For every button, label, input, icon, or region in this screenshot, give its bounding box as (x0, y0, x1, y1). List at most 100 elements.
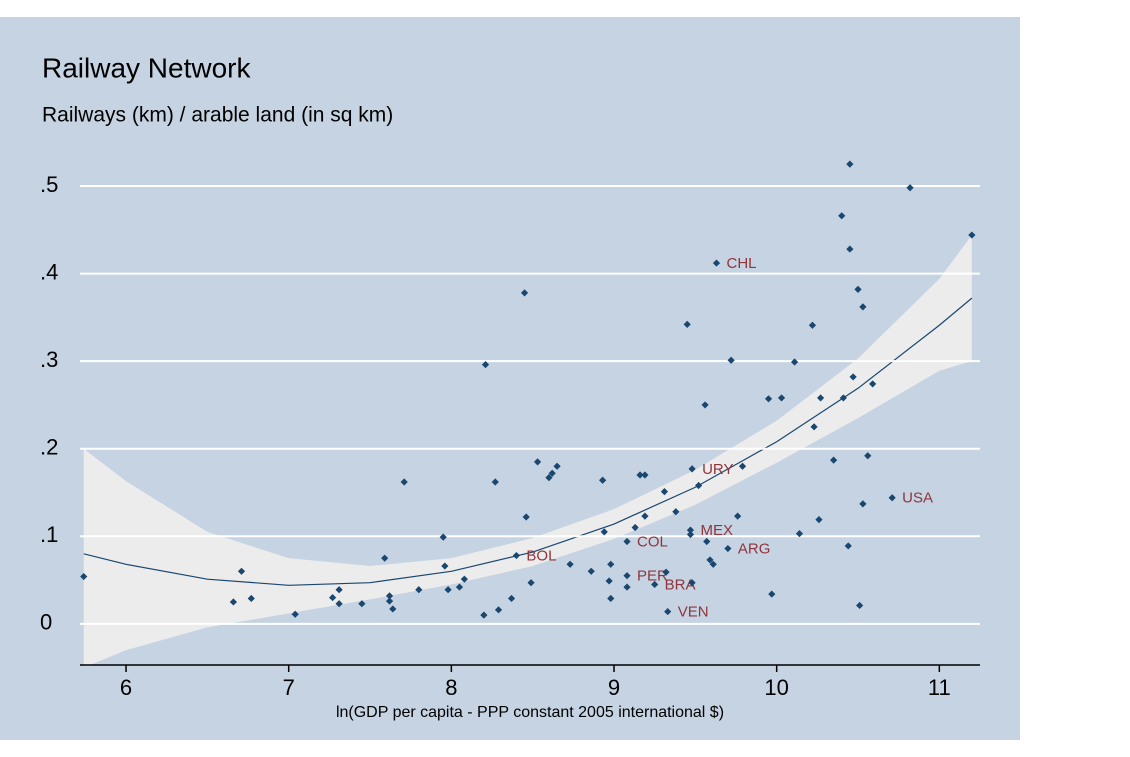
data-point (480, 611, 488, 619)
data-point (522, 513, 530, 521)
point-label: USA (902, 490, 933, 507)
point-label: CHL (726, 255, 756, 272)
data-point (662, 568, 670, 576)
data-point (808, 321, 817, 329)
data-point (623, 537, 631, 546)
data-point (545, 474, 553, 482)
point-label: BOL (526, 548, 556, 565)
data-point (712, 259, 721, 267)
point-label: COL (637, 534, 668, 551)
confidence-band (83, 235, 972, 665)
data-point (859, 500, 867, 508)
data-point (830, 456, 838, 464)
data-point (631, 523, 639, 532)
data-point (738, 462, 747, 470)
data-point (660, 488, 669, 496)
data-point (859, 303, 867, 311)
data-point (968, 231, 976, 239)
data-point (764, 395, 773, 403)
data-point (839, 394, 847, 402)
data-point (607, 594, 615, 603)
x-tick-label: 6 (120, 675, 132, 700)
x-tick-label: 7 (283, 675, 295, 700)
data-point (795, 530, 804, 538)
data-point (734, 512, 742, 520)
data-point (80, 572, 88, 581)
data-point (439, 533, 447, 541)
x-tick-label: 8 (445, 675, 457, 700)
data-point (709, 560, 717, 568)
data-point (623, 583, 631, 591)
data-point (810, 423, 818, 431)
data-point (694, 481, 703, 490)
data-point (600, 528, 608, 536)
y-tick-label: .3 (40, 347, 58, 372)
data-point (727, 356, 735, 364)
y-tick-label: 0 (40, 610, 52, 635)
data-point (846, 160, 854, 168)
data-point (566, 560, 574, 568)
data-point (864, 452, 872, 460)
data-point (849, 373, 857, 381)
data-point (441, 562, 449, 570)
data-point (358, 600, 366, 608)
data-point (400, 478, 408, 486)
data-point (607, 560, 615, 568)
data-point (888, 494, 896, 502)
x-tick-label: 11 (928, 675, 951, 700)
point-label: MEX (700, 522, 733, 539)
data-point (706, 556, 714, 564)
data-point (385, 592, 394, 600)
data-point (641, 471, 649, 479)
data-point (512, 551, 521, 560)
data-point (636, 471, 644, 479)
y-tick-label: .5 (40, 172, 58, 197)
data-point (455, 583, 464, 591)
data-point (494, 606, 503, 614)
fit-line (83, 297, 973, 586)
data-point (688, 579, 696, 587)
data-point (247, 594, 255, 603)
data-point (703, 537, 711, 546)
data-point (672, 508, 680, 516)
data-point (381, 554, 389, 562)
data-point (389, 605, 397, 613)
data-point (507, 594, 516, 603)
point-label: URY (702, 461, 733, 478)
point-label: VEN (678, 604, 709, 621)
data-point (520, 289, 529, 297)
point-label: BRA (665, 576, 696, 593)
data-point (846, 245, 854, 253)
data-point (854, 285, 862, 293)
data-point (329, 593, 337, 602)
data-point (815, 516, 823, 524)
data-point (481, 361, 490, 369)
data-point (385, 597, 394, 605)
data-point (683, 320, 691, 328)
data-point (491, 478, 499, 486)
data-point (816, 394, 825, 402)
data-point (415, 586, 423, 594)
data-point (533, 458, 542, 466)
chart-title: Railway Network (42, 52, 251, 83)
x-axis-title: ln(GDP per capita - PPP constant 2005 in… (336, 704, 724, 721)
data-point (237, 567, 246, 575)
data-point (605, 577, 613, 585)
data-point (527, 579, 535, 587)
data-point (686, 526, 695, 534)
data-point (838, 212, 846, 220)
data-point (844, 542, 852, 550)
data-point (906, 184, 914, 192)
chart-subtitle: Railways (km) / arable land (in sq km) (42, 104, 393, 127)
x-tick-label: 9 (608, 675, 620, 700)
data-point (686, 530, 695, 539)
data-point (599, 476, 607, 484)
y-tick-label: .2 (40, 435, 58, 460)
data-point (777, 394, 786, 402)
x-tick-label: 10 (764, 675, 788, 700)
data-point (548, 469, 556, 477)
data-point (460, 575, 468, 583)
data-point (790, 358, 799, 366)
